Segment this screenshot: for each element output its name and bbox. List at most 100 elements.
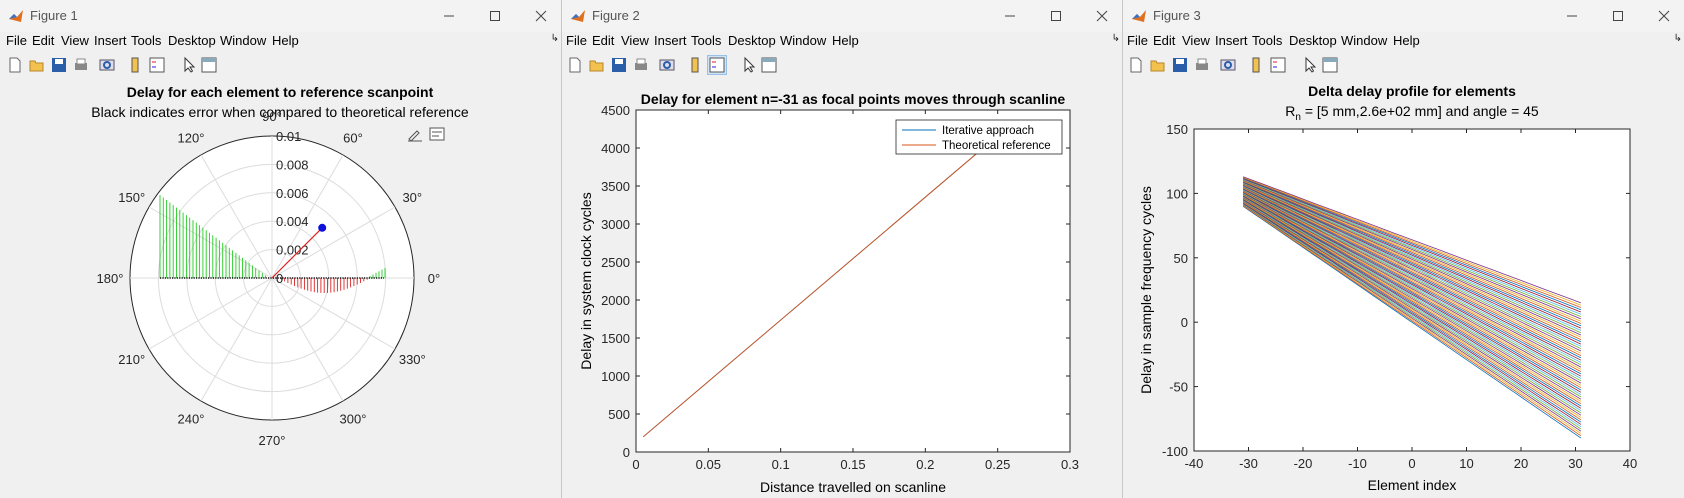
close-icon	[1658, 10, 1670, 22]
element-delay-curve	[1242, 182, 1582, 331]
menu-window[interactable]: Window	[220, 33, 267, 48]
colorbar-icon[interactable]	[126, 56, 144, 74]
brush-icon[interactable]	[408, 130, 422, 142]
menu-tools[interactable]: Tools	[691, 33, 722, 48]
element-delay-curve	[1242, 191, 1582, 375]
property-inspector-icon[interactable]	[1321, 56, 1339, 74]
new-figure-icon[interactable]	[6, 56, 24, 74]
property-inspector-icon[interactable]	[200, 56, 218, 74]
menu-insert[interactable]: Insert	[94, 33, 127, 48]
close-button[interactable]	[1650, 4, 1678, 28]
print-icon[interactable]	[1193, 56, 1211, 74]
menu-desktop[interactable]: Desktop	[728, 33, 776, 48]
menubar-overflow-icon[interactable]: ↳	[1673, 33, 1682, 44]
menu-help[interactable]: Help	[832, 33, 859, 48]
angle-tick-label: 0°	[428, 271, 440, 286]
element-delay-curve	[1242, 180, 1582, 322]
radial-tick-label: 0.004	[276, 214, 309, 229]
y-tick-label: 1500	[601, 331, 630, 346]
minimize-button[interactable]	[435, 4, 463, 28]
legend[interactable]: Iterative approach Theoretical reference	[895, 119, 1063, 155]
title-bar[interactable]: Figure 1	[0, 0, 561, 32]
element-delay-curve	[1242, 185, 1582, 345]
legend-icon[interactable]	[707, 55, 727, 75]
link-plot-icon[interactable]	[98, 56, 116, 74]
maximize-button[interactable]	[481, 4, 509, 28]
maximize-button[interactable]	[1604, 4, 1632, 28]
y-tick-label: -50	[1169, 380, 1188, 395]
link-plot-icon[interactable]	[658, 56, 676, 74]
link-plot-icon[interactable]	[1219, 56, 1237, 74]
close-button[interactable]	[527, 4, 555, 28]
menu-view[interactable]: View	[621, 33, 649, 48]
minimize-button[interactable]	[1558, 4, 1586, 28]
close-button[interactable]	[1088, 4, 1116, 28]
element-delay-curve	[1242, 198, 1582, 407]
element-delay-curve	[1242, 179, 1582, 320]
element-delay-curve	[1242, 176, 1582, 304]
maximize-icon	[1613, 11, 1623, 21]
open-file-icon[interactable]	[28, 56, 46, 74]
colorbar-icon[interactable]	[1247, 56, 1265, 74]
menu-tools[interactable]: Tools	[1252, 33, 1283, 48]
colorbar-icon[interactable]	[686, 56, 704, 74]
x-tick-label: 0.05	[696, 457, 721, 472]
menu-help[interactable]: Help	[272, 33, 299, 48]
element-delay-curve	[1242, 183, 1582, 338]
angle-tick-label: 120°	[178, 131, 205, 146]
menu-help[interactable]: Help	[1393, 33, 1420, 48]
new-figure-icon[interactable]	[566, 56, 584, 74]
element-delay-curve	[1242, 203, 1582, 428]
element-delay-curve	[1242, 187, 1582, 354]
element-delay-curve	[1242, 191, 1582, 372]
window-title: Figure 3	[1153, 8, 1201, 23]
menu-desktop[interactable]: Desktop	[168, 33, 216, 48]
x-tick-label: -30	[1239, 456, 1258, 471]
title-bar[interactable]: Figure 2	[562, 0, 1122, 32]
property-inspector-icon[interactable]	[760, 56, 778, 74]
menu-bar: File Edit View Insert Tools Desktop Wind…	[0, 32, 561, 52]
legend-icon[interactable]	[1269, 56, 1287, 74]
menu-view[interactable]: View	[1182, 33, 1210, 48]
menu-view[interactable]: View	[61, 33, 89, 48]
menu-tools[interactable]: Tools	[131, 33, 162, 48]
menu-insert[interactable]: Insert	[654, 33, 687, 48]
print-icon[interactable]	[632, 56, 650, 74]
element-delay-curve	[1242, 184, 1582, 343]
axes-toolbar	[408, 127, 445, 142]
menu-file[interactable]: File	[1127, 33, 1148, 48]
x-axis-label: Distance travelled on scanline	[760, 479, 946, 495]
menu-edit[interactable]: Edit	[1153, 33, 1176, 48]
maximize-button[interactable]	[1042, 4, 1070, 28]
new-figure-icon[interactable]	[1127, 56, 1145, 74]
angle-tick-label: 240°	[178, 411, 205, 426]
menu-edit[interactable]: Edit	[592, 33, 615, 48]
datatip-icon[interactable]	[429, 127, 445, 141]
save-icon[interactable]	[50, 56, 68, 74]
menu-window[interactable]: Window	[780, 33, 827, 48]
open-file-icon[interactable]	[1149, 56, 1167, 74]
pointer-icon[interactable]	[1301, 56, 1319, 74]
pointer-icon[interactable]	[740, 56, 758, 74]
element-delay-curve	[1242, 200, 1582, 416]
y-tick-label: 2000	[601, 293, 630, 308]
menu-insert[interactable]: Insert	[1215, 33, 1248, 48]
save-icon[interactable]	[1171, 56, 1189, 74]
minimize-button[interactable]	[996, 4, 1024, 28]
title-bar[interactable]: Figure 3	[1123, 0, 1684, 32]
menu-window[interactable]: Window	[1341, 33, 1388, 48]
menubar-overflow-icon[interactable]: ↳	[1111, 33, 1120, 44]
pointer-icon[interactable]	[180, 56, 198, 74]
print-icon[interactable]	[72, 56, 90, 74]
open-file-icon[interactable]	[588, 56, 606, 74]
menubar-overflow-icon[interactable]: ↳	[550, 33, 559, 44]
angle-tick-label: 210°	[118, 352, 145, 367]
y-tick-label: 1000	[601, 369, 630, 384]
menu-file[interactable]: File	[566, 33, 587, 48]
legend-icon[interactable]	[148, 56, 166, 74]
menu-desktop[interactable]: Desktop	[1289, 33, 1337, 48]
y-tick-label: 4000	[601, 141, 630, 156]
menu-edit[interactable]: Edit	[32, 33, 55, 48]
save-icon[interactable]	[610, 56, 628, 74]
menu-file[interactable]: File	[6, 33, 27, 48]
